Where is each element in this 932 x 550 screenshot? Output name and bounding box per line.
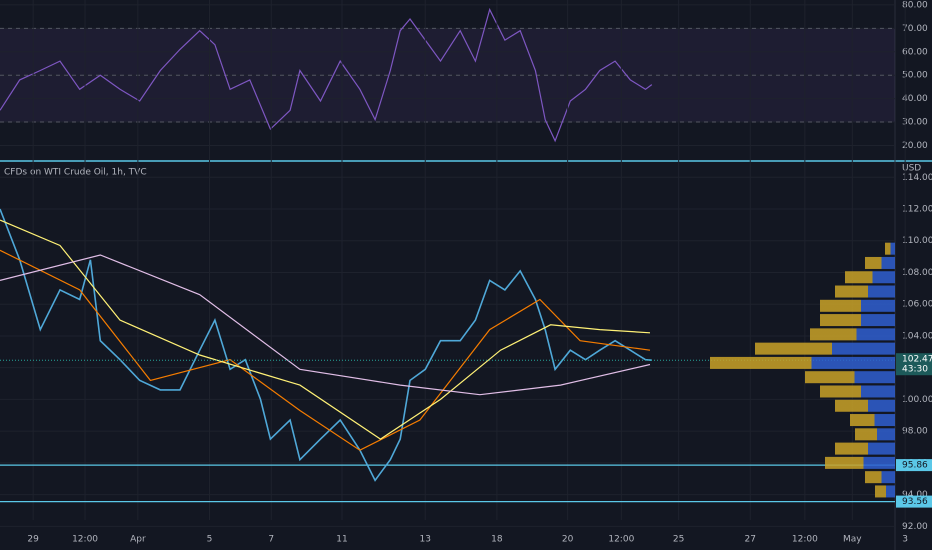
volume-profile-bar — [810, 328, 895, 341]
level-label: 95.86 — [902, 461, 928, 471]
volume-profile-bar — [710, 356, 895, 369]
volume-profile-bar — [855, 428, 895, 441]
last-price-tag — [896, 353, 932, 376]
y-tick-label: 20.00 — [902, 141, 928, 151]
volume-profile-bar — [885, 242, 895, 255]
series-line — [0, 249, 651, 451]
last-price-label: 102.47 — [902, 355, 932, 365]
series-line — [0, 7, 653, 143]
currency: USD — [902, 164, 921, 174]
volume-profile-bar — [820, 299, 895, 312]
volume-profile-bar — [820, 314, 895, 327]
x-tick-label: 18 — [491, 535, 503, 545]
volume-profile-bar — [845, 271, 895, 284]
x-tick-label: 5 — [207, 535, 213, 545]
volume-profile-bar — [865, 256, 895, 269]
series-line — [0, 219, 651, 440]
volume-profile-bar — [835, 442, 895, 455]
volume-profile-bar — [835, 285, 895, 298]
y-tick-label: 114.00 — [902, 173, 932, 183]
x-tick-label: 12:00 — [72, 535, 98, 545]
x-tick-label: 12:00 — [792, 535, 818, 545]
y-tick-label: 80.00 — [902, 0, 928, 10]
y-tick-label: 104.00 — [902, 331, 932, 341]
x-tick-label: 12:00 — [608, 535, 634, 545]
volume-profile-bar — [865, 471, 895, 484]
y-tick-label: 70.00 — [902, 24, 928, 34]
x-tick-label: May — [843, 535, 862, 545]
chart-title: CFDs on WTI Crude Oil, 1h, TVC — [4, 168, 147, 178]
x-tick-label: 29 — [27, 535, 39, 545]
y-tick-label: 50.00 — [902, 71, 928, 81]
y-tick-label: 112.00 — [902, 205, 932, 215]
y-tick-label: 40.00 — [902, 94, 928, 104]
y-tick-label: 94.00 — [902, 490, 928, 500]
x-tick-label: Apr — [130, 535, 146, 545]
x-tick-label: 25 — [673, 535, 684, 545]
y-tick-label: 30.00 — [902, 118, 928, 128]
y-tick-label: 100.00 — [902, 395, 932, 405]
x-tick-label: 27 — [745, 535, 756, 545]
y-tick-label: 60.00 — [902, 47, 928, 57]
x-tick-label: 3 — [902, 535, 908, 545]
x-tick-label: 11 — [336, 535, 347, 545]
y-tick-label: 106.00 — [902, 300, 932, 310]
level-tag — [896, 495, 932, 508]
y-tick-label: 98.00 — [902, 427, 928, 437]
x-tick-label: 7 — [268, 535, 274, 545]
x-tick-label: 20 — [562, 535, 574, 545]
y-tick-label: 92.00 — [902, 522, 928, 532]
volume-profile-bar — [850, 414, 895, 427]
y-tick-label: 108.00 — [902, 268, 932, 278]
y-tick-label: 110.00 — [902, 236, 932, 246]
x-tick-label: 13 — [420, 535, 431, 545]
level-tag — [896, 459, 932, 472]
volume-profile-bar — [820, 385, 895, 398]
countdown: 43:30 — [902, 365, 928, 375]
level-label: 93.56 — [902, 497, 928, 507]
volume-profile-bar — [755, 342, 895, 355]
volume-profile-bar — [875, 485, 895, 498]
volume-profile-bar — [835, 399, 895, 412]
volume-profile-bar — [805, 371, 895, 384]
volume-profile-bar — [825, 456, 895, 469]
series-line — [0, 254, 651, 396]
